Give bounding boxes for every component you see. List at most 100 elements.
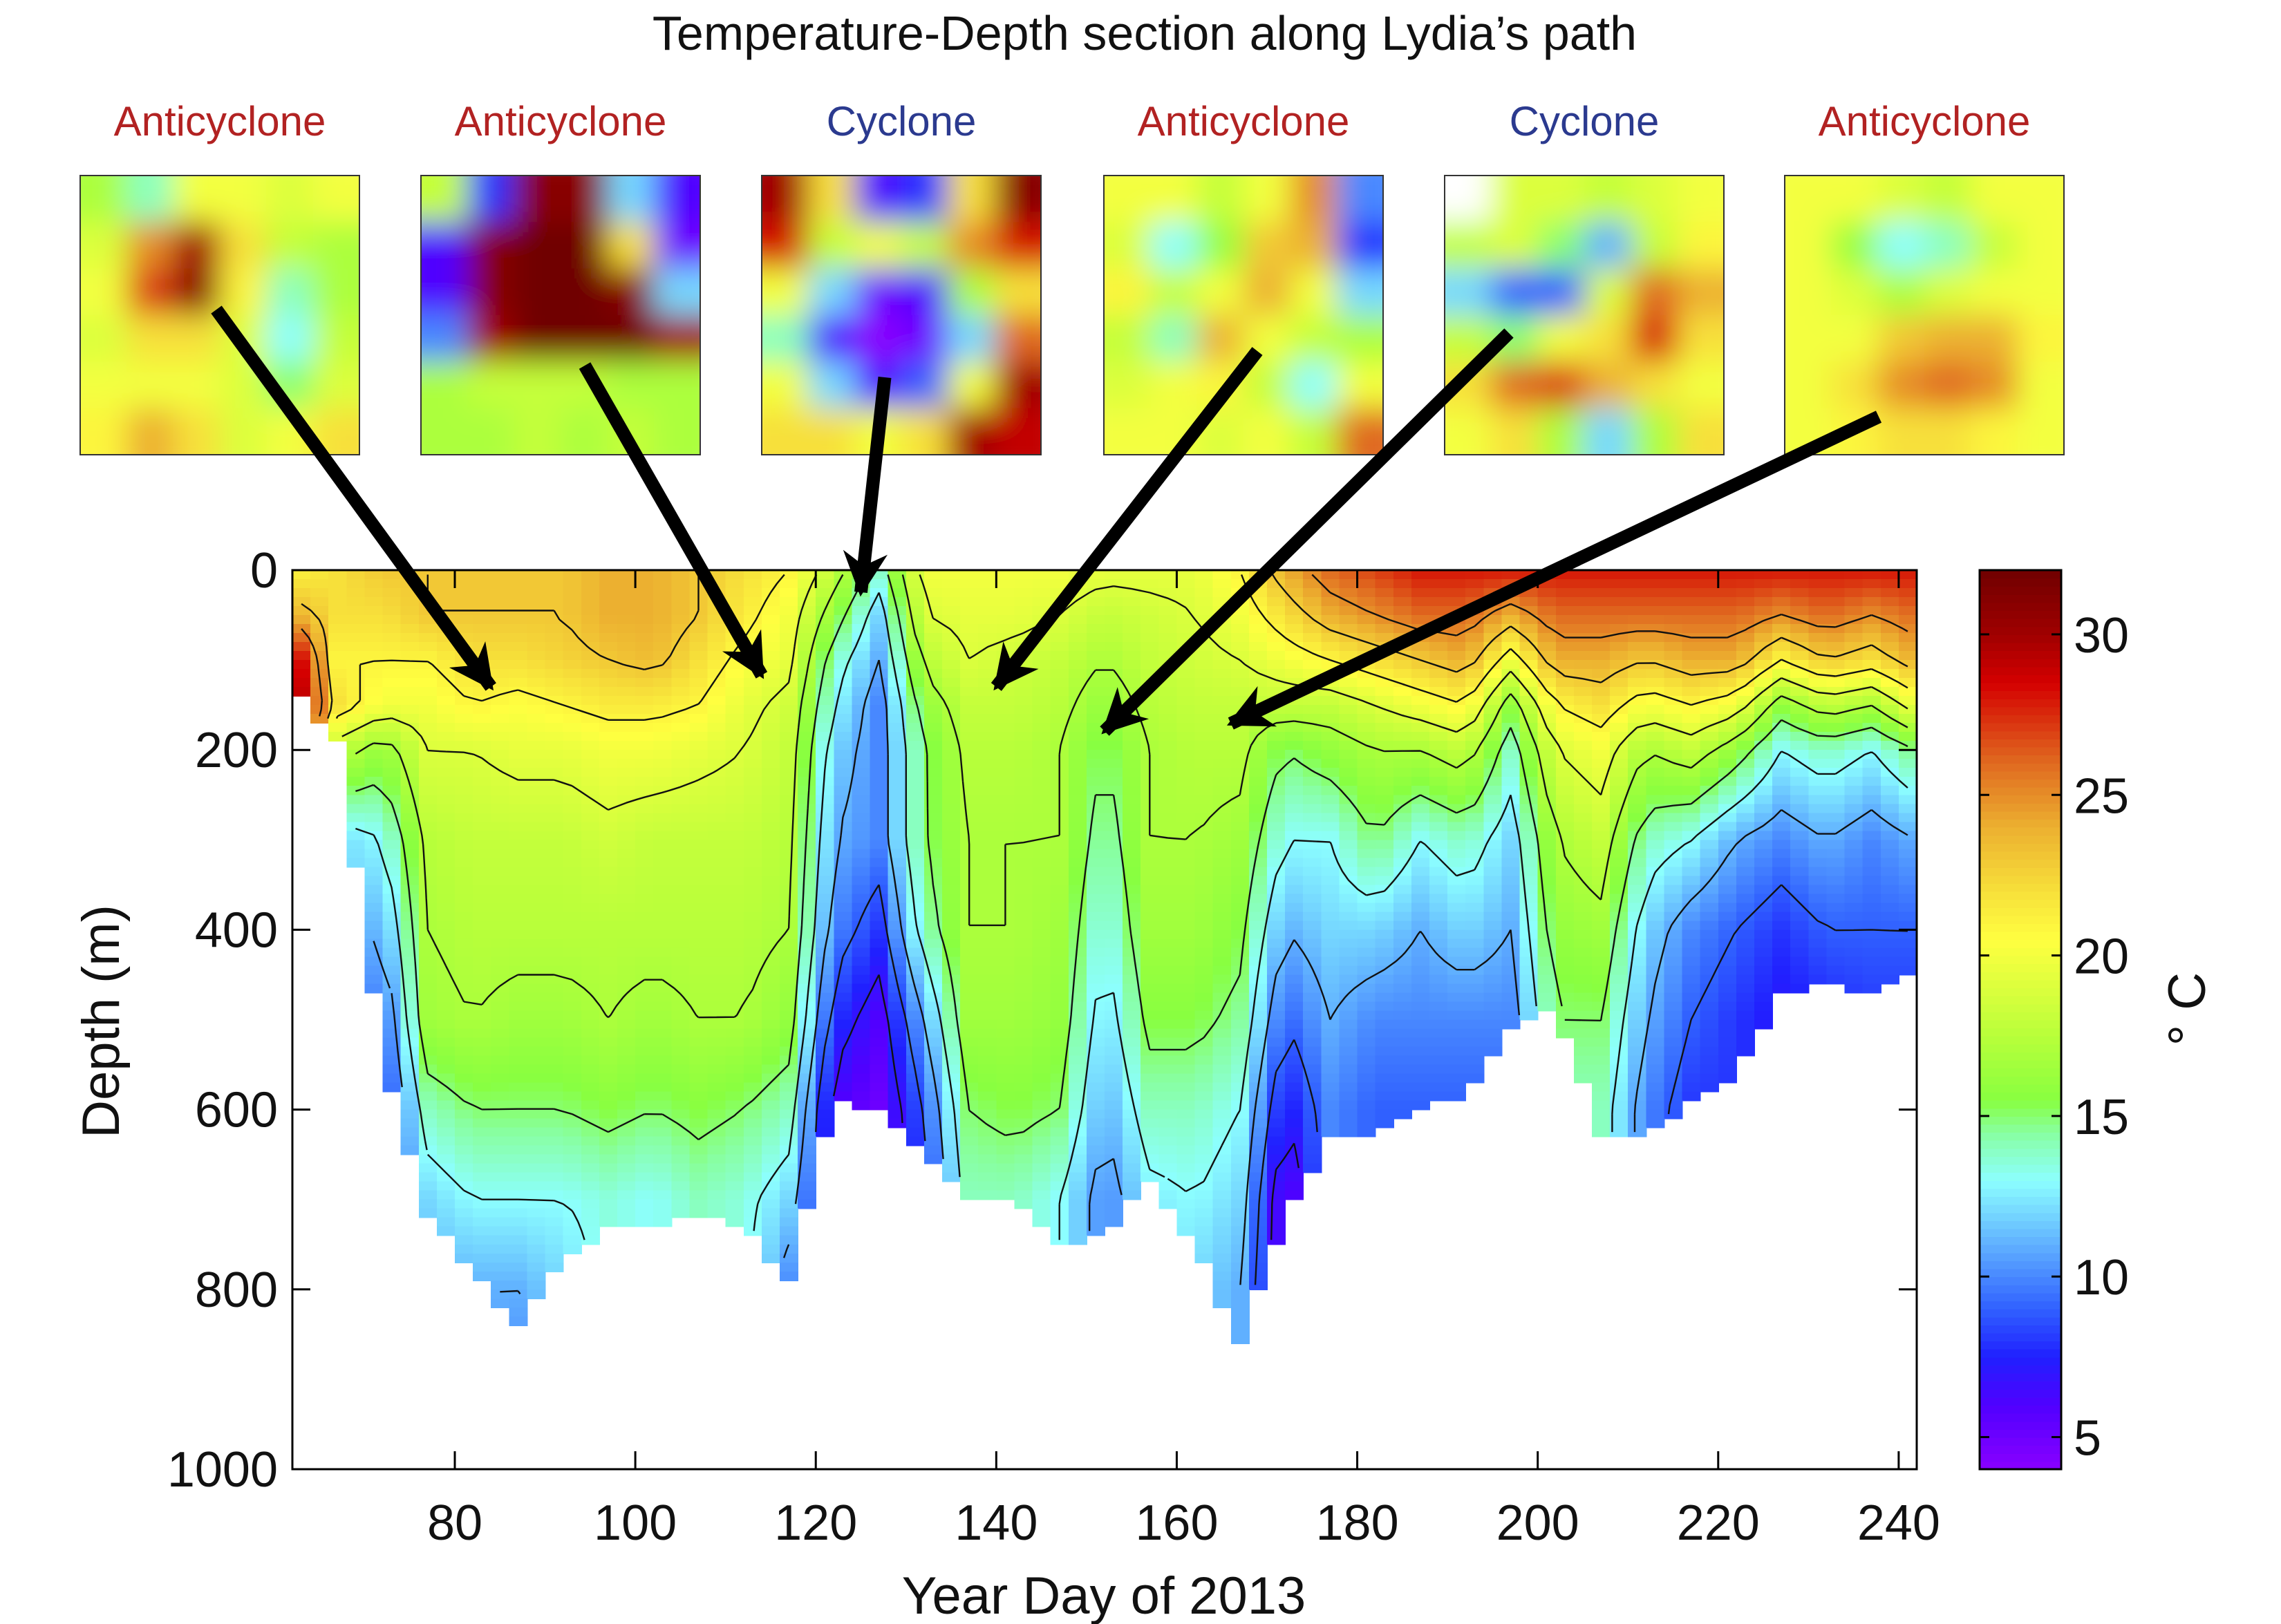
- heatmap-cell: [978, 741, 997, 751]
- heatmap-cell: [1123, 768, 1142, 778]
- heatmap-cell: [1267, 965, 1286, 976]
- heatmap-cell: [725, 777, 744, 787]
- heatmap-cell: [1898, 624, 1917, 634]
- heatmap-cell: [509, 570, 528, 580]
- heatmap-cell: [418, 642, 438, 652]
- heatmap-cell: [1573, 813, 1593, 823]
- heatmap-cell: [617, 768, 637, 778]
- heatmap-cell: [1519, 903, 1539, 913]
- heatmap-cell: [418, 840, 438, 850]
- heatmap-cell: [1393, 858, 1412, 868]
- heatmap-cell: [1646, 849, 1665, 859]
- heatmap-cell: [1790, 660, 1810, 670]
- heatmap-cell: [1826, 804, 1846, 814]
- heatmap-cell: [888, 938, 907, 949]
- heatmap-cell: [1339, 651, 1358, 661]
- heatmap-cell: [1447, 912, 1467, 922]
- heatmap-cell: [905, 570, 925, 580]
- heatmap-cell: [1736, 867, 1755, 877]
- heatmap-cell: [1646, 894, 1665, 904]
- heatmap-cell: [1230, 795, 1250, 805]
- heatmap-cell: [617, 804, 637, 814]
- eddy-panel-cell: [467, 361, 515, 409]
- eddy-panel-cell: [1196, 222, 1244, 270]
- heatmap-cell: [1826, 947, 1846, 958]
- heatmap-cell: [1447, 920, 1467, 931]
- heatmap-cell: [635, 597, 655, 607]
- heatmap-cell: [1194, 1001, 1214, 1012]
- heatmap-cell: [1736, 669, 1755, 679]
- heatmap-cell: [310, 597, 330, 607]
- heatmap-cell: [1212, 956, 1232, 967]
- heatmap-cell: [1212, 965, 1232, 976]
- heatmap-cell: [1555, 840, 1575, 850]
- heatmap-cell: [346, 669, 366, 679]
- heatmap-cell: [725, 588, 744, 598]
- heatmap-cell: [923, 840, 943, 850]
- heatmap-cell: [996, 579, 1015, 589]
- heatmap-cell: [292, 678, 312, 688]
- heatmap-cell: [1808, 660, 1828, 670]
- heatmap-cell: [1790, 741, 1810, 751]
- heatmap-cell: [455, 867, 474, 877]
- heatmap-cell: [328, 660, 348, 670]
- heatmap-cell: [707, 768, 726, 778]
- heatmap-cell: [1808, 786, 1828, 796]
- heatmap-cell: [635, 1028, 655, 1039]
- heatmap-cell: [1790, 750, 1810, 760]
- heatmap-cell: [798, 732, 817, 742]
- heatmap-cell: [923, 705, 943, 715]
- heatmap-cell: [870, 920, 889, 931]
- heatmap-cell: [581, 1019, 600, 1030]
- heatmap-cell: [923, 759, 943, 769]
- heatmap-cell: [1105, 813, 1124, 823]
- heatmap-cell: [1303, 588, 1322, 598]
- heatmap-cell: [1555, 956, 1575, 967]
- heatmap-cell: [1700, 858, 1719, 868]
- heatmap-cell: [1790, 912, 1810, 922]
- heatmap-cell: [1105, 1001, 1124, 1012]
- eddy-panel-frame: [79, 175, 360, 455]
- heatmap-cell: [581, 1046, 600, 1057]
- heatmap-cell: [1808, 777, 1828, 787]
- heatmap-cell: [1573, 705, 1593, 715]
- heatmap-cell: [1068, 965, 1087, 976]
- heatmap-cell: [418, 714, 438, 724]
- heatmap-cell: [798, 768, 817, 778]
- heatmap-cell: [527, 705, 546, 715]
- heatmap-cell: [1393, 849, 1412, 859]
- heatmap-cell: [1105, 588, 1124, 598]
- heatmap-cell: [960, 705, 979, 715]
- heatmap-cell: [1718, 938, 1737, 949]
- heatmap-cell: [707, 786, 726, 796]
- temperature-section: [292, 570, 1917, 1344]
- heatmap-cell: [1537, 714, 1557, 724]
- heatmap-cell: [509, 858, 528, 868]
- heatmap-cell: [888, 1046, 907, 1057]
- heatmap-cell: [1230, 956, 1250, 967]
- heatmap-cell: [888, 777, 907, 787]
- heatmap-cell: [1086, 777, 1105, 787]
- heatmap-cell: [1754, 849, 1774, 859]
- heatmap-cell: [689, 750, 708, 760]
- heatmap-cell: [563, 642, 582, 652]
- heatmap-cell: [1230, 929, 1250, 940]
- heatmap-cell: [1592, 1028, 1611, 1039]
- heatmap-cell: [527, 678, 546, 688]
- heatmap-cell: [455, 1064, 474, 1075]
- heatmap-cell: [1718, 678, 1737, 688]
- heatmap-cell: [1339, 714, 1358, 724]
- heatmap-cell: [581, 1037, 600, 1048]
- eddy-panel-cell: [1785, 361, 1832, 409]
- heatmap-cell: [1790, 705, 1810, 715]
- heatmap-cell: [1375, 696, 1394, 706]
- heatmap-cell: [1573, 1055, 1593, 1066]
- heatmap-cell: [473, 938, 492, 949]
- heatmap-cell: [761, 750, 780, 760]
- heatmap-cell: [1212, 947, 1232, 958]
- heatmap-cell: [689, 642, 708, 652]
- eddy-panel-cell: [653, 408, 700, 455]
- heatmap-cell: [1321, 1010, 1340, 1021]
- heatmap-cell: [888, 588, 907, 598]
- heatmap-cell: [1248, 804, 1268, 814]
